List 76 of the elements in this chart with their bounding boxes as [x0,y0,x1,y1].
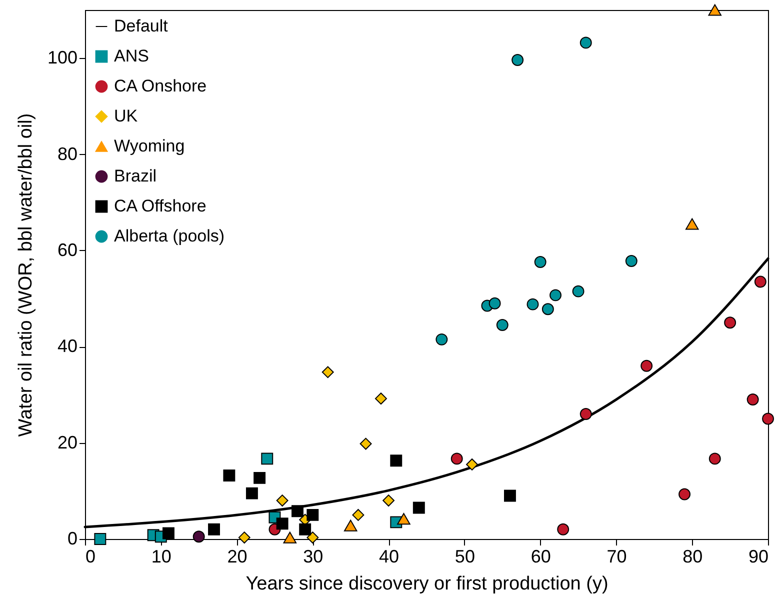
point [550,289,562,302]
legend-label: ANS [114,46,149,66]
point [283,532,297,544]
point [746,394,759,406]
point [557,523,570,536]
legend-label: Wyoming [114,136,185,156]
y-tick-label: 0 [67,528,78,548]
point [724,316,736,329]
point [292,505,304,518]
point [572,285,584,298]
point [254,472,266,484]
point [526,298,539,310]
y-tick-label: 20 [57,432,78,452]
point [436,333,448,346]
point [708,4,722,16]
point [640,360,653,372]
x-tick-label: 50 [454,546,475,566]
point [344,520,358,532]
point [299,523,312,536]
point [512,54,524,66]
point [685,218,699,230]
y-tick-label: 80 [57,144,78,164]
point [754,276,766,288]
point [322,366,334,378]
point [397,513,410,525]
point [542,303,554,316]
legend-label: Alberta (pools) [114,226,225,246]
point [678,488,690,500]
legend-label: Brazil [114,166,157,186]
point [708,452,721,465]
point [306,508,319,521]
point [504,490,516,502]
point [246,487,258,500]
point [496,319,508,331]
x-axis-title: Years since discovery or first production (y) [246,574,608,594]
point [390,454,402,467]
point [360,438,372,450]
point [306,532,319,544]
point [162,527,174,540]
point [352,508,364,521]
x-tick-label: 90 [748,546,768,566]
point [488,297,501,310]
point [412,502,425,514]
point [208,523,220,536]
y-tick-label: 100 [47,48,78,68]
x-tick-label: 40 [379,546,400,566]
point [382,494,395,507]
point [580,408,592,420]
x-tick-label: 0 [86,546,96,566]
legend-label: UK [114,106,138,126]
x-tick-label: 30 [303,546,324,566]
point [276,518,288,530]
x-tick-label: 20 [227,546,248,566]
point [534,256,546,268]
point [238,532,250,544]
x-tick-label: 10 [151,546,172,566]
x-tick-label: 70 [606,546,627,566]
point [450,452,463,465]
point [625,255,638,267]
legend-label: Default [114,16,168,36]
y-axis-title: Water oil ratio (WOR, bbl water/bbl oil) [15,113,36,437]
point [466,458,478,470]
point [94,533,106,545]
point [223,470,236,482]
point [276,494,288,507]
point [762,412,774,425]
legend-label: CA Offshore [114,196,206,216]
point [374,392,387,405]
legend-label: CA Onshore [114,76,207,96]
x-tick-label: 80 [682,546,703,566]
point [261,452,274,465]
y-tick-label: 60 [57,240,78,260]
point [192,530,205,543]
y-tick-label: 40 [57,336,78,356]
x-tick-label: 60 [530,546,551,566]
point [580,36,592,49]
